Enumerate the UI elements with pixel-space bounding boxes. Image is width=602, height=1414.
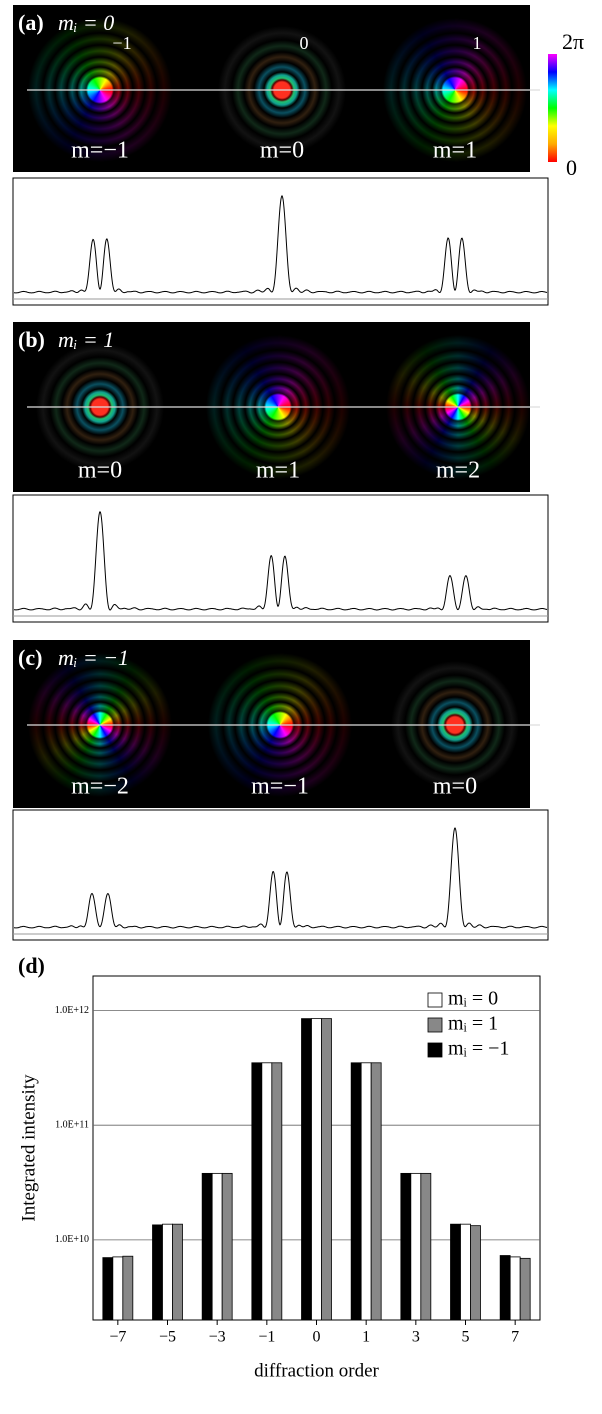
legend-label: mᵢ = 0 bbox=[448, 988, 498, 1010]
order-label: m=1 bbox=[433, 138, 477, 164]
bar bbox=[152, 1224, 163, 1321]
profile-frame bbox=[12, 809, 549, 941]
bar bbox=[360, 1062, 372, 1321]
panel-label: (c) bbox=[18, 645, 42, 670]
bar bbox=[102, 1257, 114, 1321]
bar bbox=[460, 1223, 471, 1321]
bar bbox=[221, 1172, 233, 1321]
order-label: m=0 bbox=[260, 138, 304, 164]
colorbar-top: 2π bbox=[562, 29, 584, 54]
panel-title: mᵢ = 1 bbox=[58, 327, 114, 352]
legend-label: mᵢ = −1 bbox=[448, 1038, 509, 1060]
bar bbox=[410, 1172, 422, 1321]
bar bbox=[350, 1062, 362, 1321]
x-tick-label: 0 bbox=[313, 1329, 321, 1346]
panel-label: (b) bbox=[18, 327, 45, 352]
legend-label: mᵢ = 1 bbox=[448, 1013, 498, 1035]
bar bbox=[211, 1172, 223, 1321]
panel-title: mᵢ = −1 bbox=[58, 645, 129, 670]
bar bbox=[112, 1256, 124, 1321]
y-axis-label: Integrated intensity bbox=[18, 1074, 39, 1222]
bar bbox=[251, 1062, 263, 1321]
y-tick-label: 1.0E+12 bbox=[55, 1005, 89, 1016]
colorbar-bottom: 0 bbox=[566, 155, 577, 180]
bar bbox=[301, 1018, 312, 1321]
y-tick-label: 1.0E+11 bbox=[55, 1119, 89, 1130]
bar bbox=[261, 1062, 273, 1321]
order-label: m=1 bbox=[256, 458, 300, 484]
bar bbox=[122, 1255, 134, 1321]
legend-swatch bbox=[427, 1042, 443, 1058]
bar bbox=[519, 1257, 531, 1321]
bar bbox=[311, 1018, 322, 1321]
panel-label: (d) bbox=[18, 953, 45, 978]
panel-title: mᵢ = 0 bbox=[58, 10, 114, 35]
bar bbox=[271, 1062, 283, 1321]
x-tick-label: −7 bbox=[109, 1329, 126, 1346]
order-label: m=−2 bbox=[71, 774, 129, 800]
intensity-profile bbox=[14, 827, 548, 929]
bar bbox=[470, 1225, 481, 1321]
x-tick-label: 7 bbox=[511, 1329, 519, 1346]
y-tick-label: 1.0E+10 bbox=[55, 1234, 89, 1245]
bar bbox=[162, 1223, 173, 1321]
legend-swatch bbox=[427, 992, 443, 1008]
profile-frame bbox=[12, 494, 549, 623]
x-tick-label: 1 bbox=[362, 1329, 370, 1346]
order-tag: −1 bbox=[112, 33, 131, 53]
panel-label: (a) bbox=[18, 10, 44, 35]
legend-swatch bbox=[427, 1017, 443, 1033]
intensity-profile bbox=[13, 194, 548, 294]
bar bbox=[172, 1223, 183, 1321]
x-axis-label: diffraction order bbox=[254, 1360, 379, 1381]
bar bbox=[420, 1172, 432, 1321]
bar bbox=[509, 1256, 521, 1321]
bar bbox=[370, 1062, 382, 1321]
x-tick-label: 5 bbox=[462, 1329, 470, 1346]
order-label: m=−1 bbox=[71, 138, 129, 164]
bar bbox=[400, 1172, 412, 1321]
x-tick-label: 3 bbox=[412, 1329, 420, 1346]
order-label: m=0 bbox=[78, 458, 122, 484]
bar bbox=[201, 1172, 213, 1321]
order-label: m=2 bbox=[436, 458, 480, 484]
x-tick-label: −1 bbox=[258, 1329, 275, 1346]
order-label: m=−1 bbox=[251, 774, 309, 800]
intensity-profile bbox=[13, 510, 548, 611]
x-tick-label: −5 bbox=[159, 1329, 176, 1346]
colorbar bbox=[548, 54, 557, 162]
order-tag: 1 bbox=[473, 33, 482, 53]
order-tag: 0 bbox=[300, 33, 309, 53]
x-tick-label: −3 bbox=[209, 1329, 226, 1346]
bar bbox=[450, 1223, 461, 1321]
bar bbox=[321, 1018, 332, 1321]
bar bbox=[499, 1255, 511, 1321]
order-label: m=0 bbox=[433, 774, 477, 800]
